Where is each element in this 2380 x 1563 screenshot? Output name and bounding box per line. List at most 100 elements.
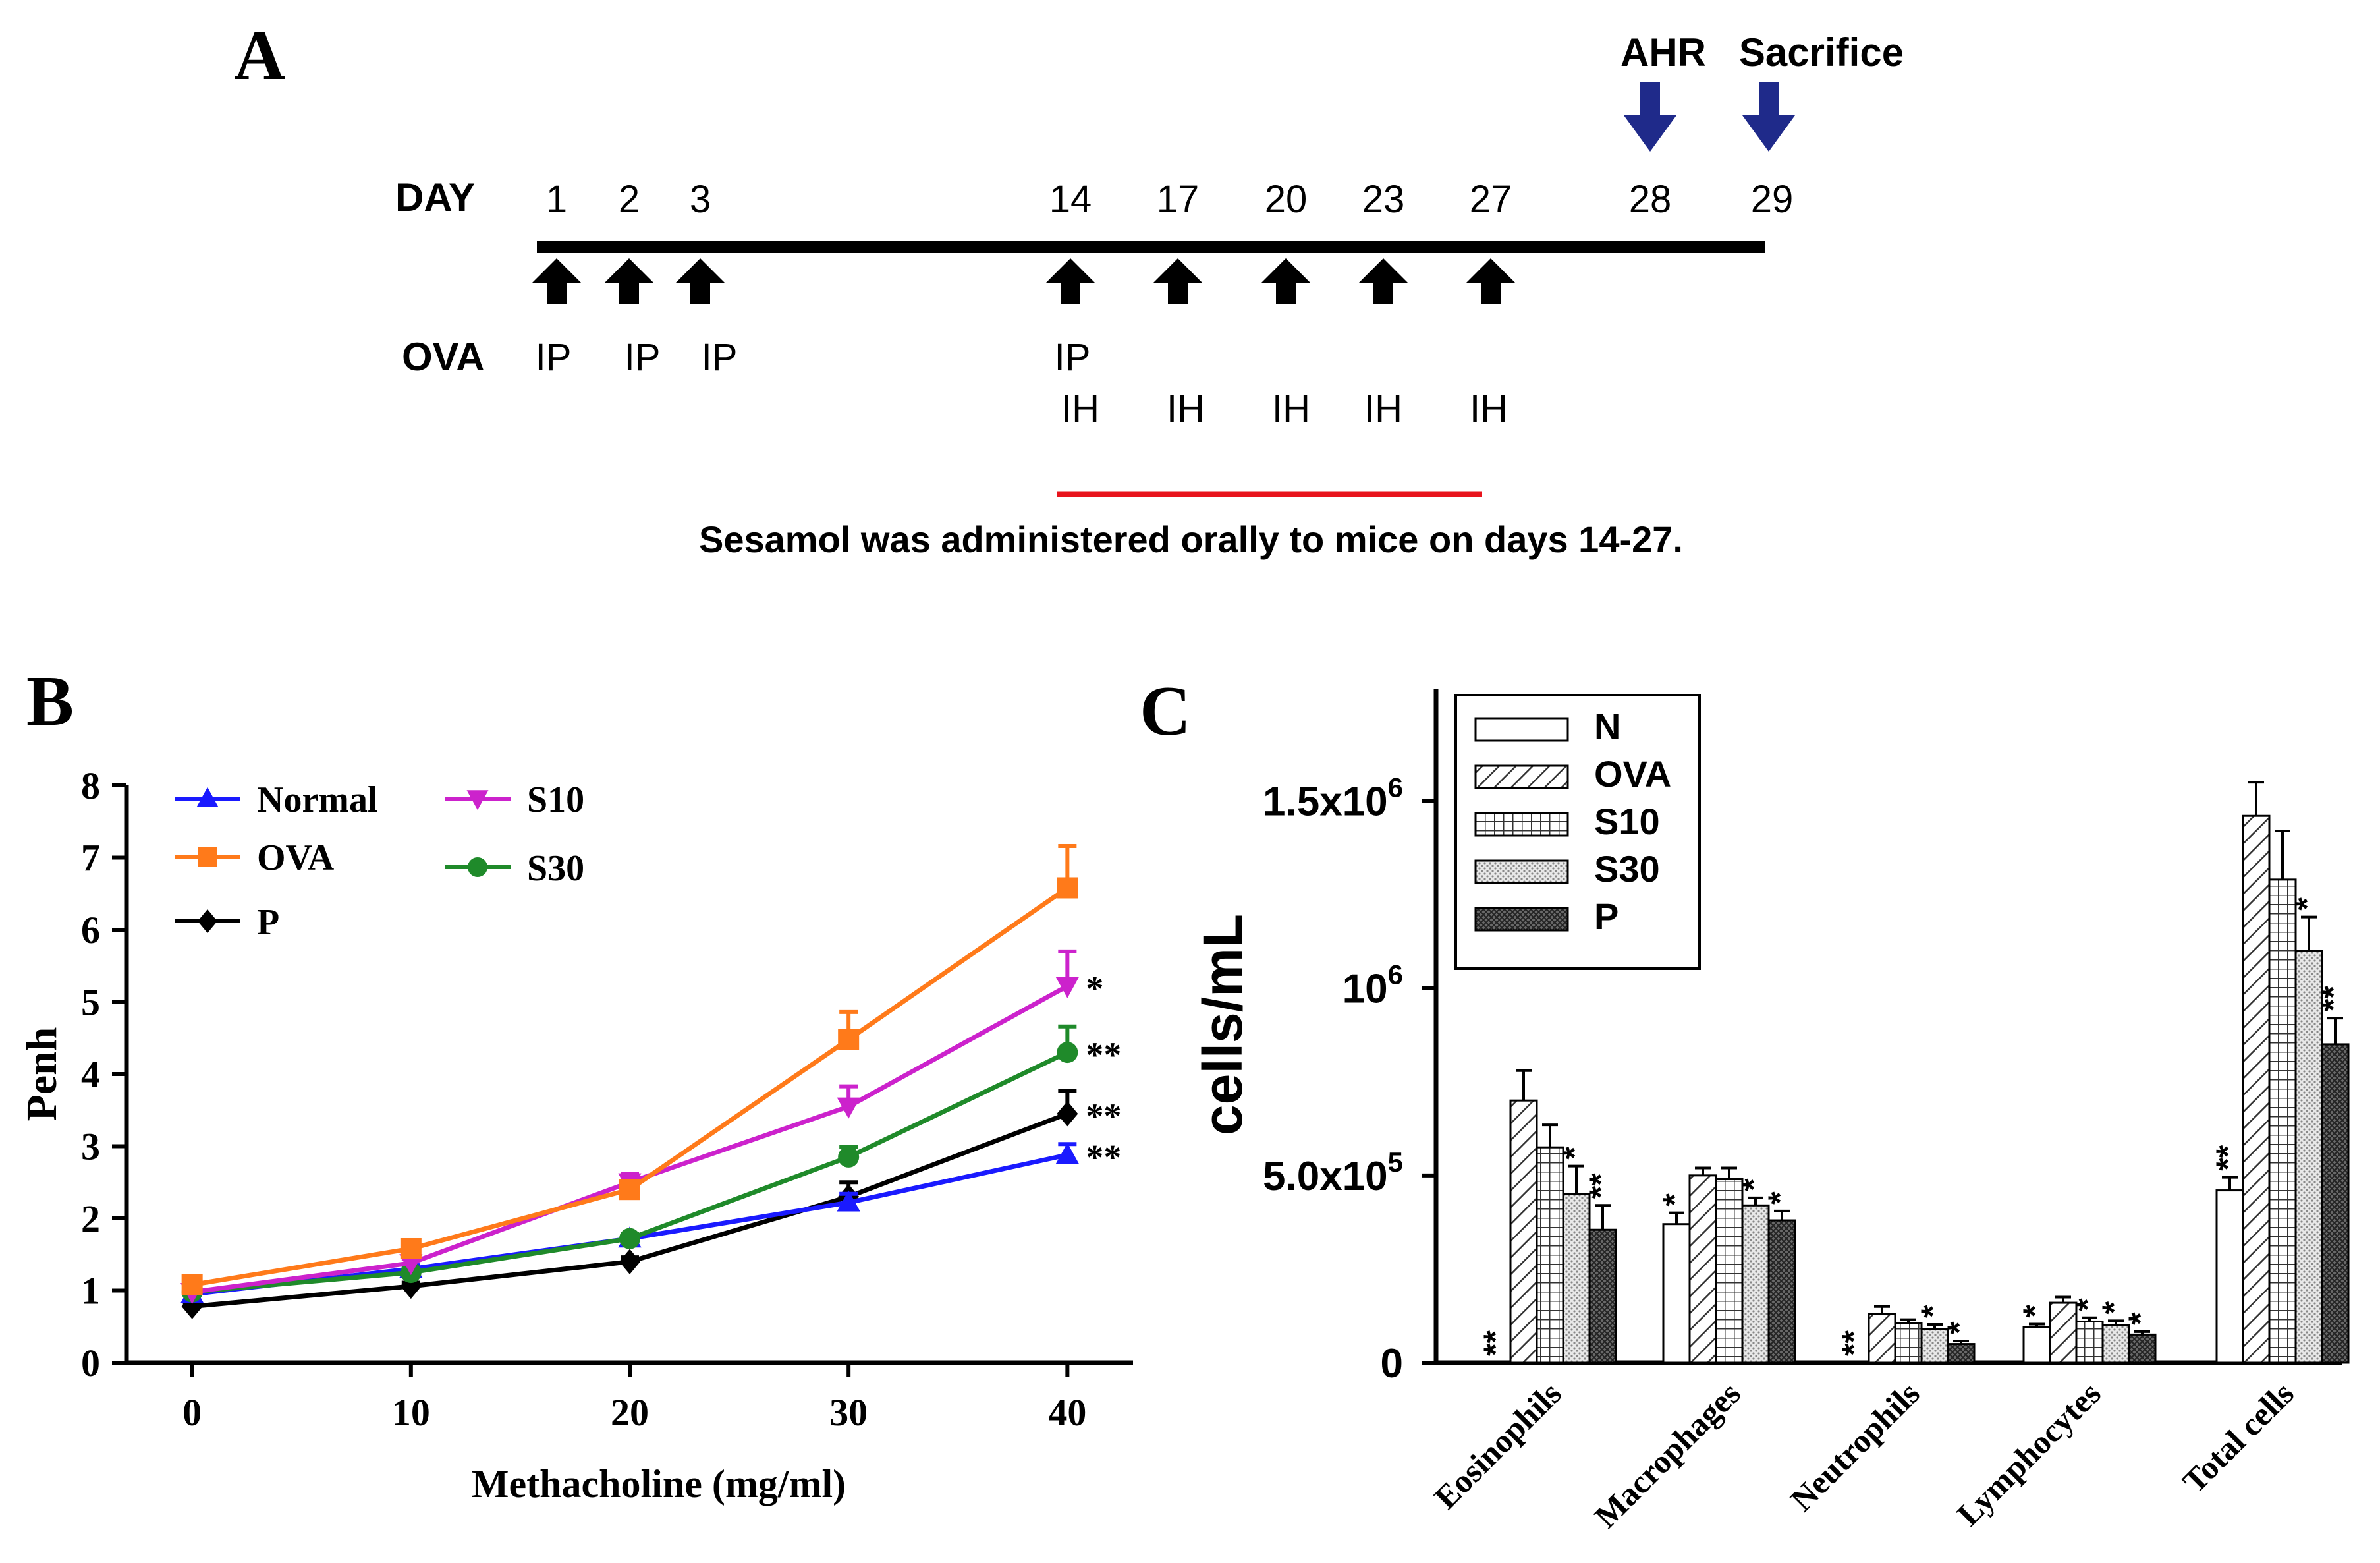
c-legend: N OVA S10 S30 P — [1454, 694, 1701, 970]
day-23: 23 — [1362, 178, 1405, 221]
b-y-tick-label: 1 — [81, 1270, 100, 1313]
c-y-tick-label: 1.5x106 — [1263, 772, 1403, 825]
c-bar-p — [1767, 1219, 1796, 1364]
c-bar-s30 — [2294, 950, 2323, 1364]
b-legend-item-ova: OVA — [175, 838, 335, 878]
c-significance: * — [1941, 1321, 1978, 1334]
sacrifice-label: Sacrifice — [1739, 30, 1904, 74]
b-x-axis-label: Methacholine (mg/ml) — [472, 1462, 846, 1506]
b-point-s10 — [1055, 977, 1079, 998]
injection-arrow-day-23 — [1358, 258, 1408, 304]
c-bar-s10 — [1894, 1322, 1923, 1364]
c-bar-p — [1947, 1343, 1976, 1364]
top-arrows — [1624, 82, 1795, 152]
b-point-s10 — [837, 1097, 860, 1119]
c-legend-label: N — [1594, 706, 1620, 747]
ih-label: IH — [1364, 387, 1402, 430]
b-series: ******* — [180, 843, 1121, 1319]
c-category-label: Lymphocytes — [1950, 1375, 2108, 1533]
ip-label: IP — [702, 336, 738, 379]
c-y-tick-base: 1.5x10 — [1263, 780, 1388, 825]
c-bar-ova — [2049, 1301, 2078, 1364]
b-point-p — [619, 1249, 640, 1274]
c-bar-s30 — [2101, 1324, 2130, 1364]
injection-arrow-day-3 — [675, 258, 725, 304]
sesamol-note: Sesamol was administered orally to mice … — [699, 519, 1683, 560]
ip-labels: IP IP IP IP — [536, 336, 1091, 379]
day-2: 2 — [619, 178, 640, 221]
c-significance: ** — [1477, 1330, 1514, 1356]
c-significance: * — [1656, 1193, 1693, 1207]
b-significance-p: ** — [1086, 1096, 1121, 1136]
b-y-tick-label: 6 — [81, 909, 100, 952]
c-significance: * — [1914, 1305, 1951, 1318]
c-group-neutrophils: **** — [1835, 1305, 1978, 1364]
c-significance: * — [2122, 1312, 2159, 1325]
c-legend-label: P — [1594, 895, 1619, 937]
b-point-s30 — [1057, 1042, 1078, 1064]
c-y-tick-exponent: 6 — [1388, 772, 1403, 803]
b-legend-label: Normal — [257, 780, 378, 820]
ih-label: IH — [1272, 387, 1310, 430]
c-legend-item-p: P — [1474, 895, 1619, 937]
b-point-ova — [400, 1237, 422, 1259]
day-3: 3 — [690, 178, 711, 221]
day-labels: 1 2 3 14 17 20 23 27 28 29 — [546, 178, 1793, 221]
b-x-tick-label: 10 — [392, 1391, 430, 1434]
c-bar-s30 — [1562, 1193, 1591, 1364]
c-significance: * — [2095, 1301, 2132, 1314]
ih-label: IH — [1470, 387, 1508, 430]
b-x-tick-label: 40 — [1048, 1391, 1086, 1434]
c-bar-s30 — [1920, 1328, 1949, 1364]
c-bar-p — [2128, 1333, 2157, 1364]
c-y-tick-exponent: 6 — [1388, 959, 1403, 990]
b-y-tick-label: 2 — [81, 1197, 100, 1240]
c-legend-item-s10: S10 — [1474, 801, 1660, 842]
c-x-ticks: Eosinophils Macrophages Neutrophils Lymphoc… — [1427, 1375, 2301, 1535]
c-legend-label: S30 — [1594, 848, 1660, 890]
b-y-tick-label: 3 — [81, 1125, 100, 1168]
ip-label: IP — [1055, 336, 1091, 379]
day-arrows — [532, 258, 1516, 304]
ahr-label: AHR — [1620, 30, 1706, 74]
c-category-label: Eosinophils — [1427, 1375, 1568, 1516]
day-label: DAY — [395, 175, 475, 219]
c-bar-s30 — [1741, 1204, 1770, 1364]
c-bar-n — [1662, 1223, 1691, 1364]
b-point-s30 — [838, 1146, 860, 1168]
b-x-tick-label: 30 — [829, 1391, 868, 1434]
sacrifice-arrow — [1742, 82, 1795, 152]
ip-label: IP — [536, 336, 572, 379]
c-bar-ova — [1868, 1313, 1896, 1364]
c-legend-label: S10 — [1594, 801, 1660, 842]
b-y-tick-label: 0 — [81, 1342, 100, 1384]
b-x-ticks: 0 10 20 30 40 — [182, 1363, 1086, 1434]
c-legend-label: OVA — [1594, 753, 1671, 795]
b-point-p — [1057, 1101, 1078, 1127]
b-legend-label: S30 — [527, 848, 584, 889]
ip-label: IP — [624, 336, 661, 379]
b-legend-item-p: P — [175, 902, 279, 943]
ova-label: OVA — [402, 335, 485, 379]
b-point-s10 — [399, 1254, 423, 1276]
c-significance: ** — [1582, 1173, 1619, 1199]
b-point-ova — [181, 1274, 203, 1295]
c-y-tick-label: 106 — [1342, 959, 1403, 1012]
c-legend-swatch — [1474, 907, 1569, 932]
c-bar-s10 — [2268, 878, 2297, 1364]
c-y-tick-base: 10 — [1342, 967, 1388, 1012]
c-bar-s10 — [1715, 1178, 1744, 1364]
c-significance: * — [2016, 1304, 2053, 1317]
c-bar-p — [1588, 1228, 1617, 1364]
b-y-axis-label: Penh — [18, 1027, 66, 1121]
b-point-ova — [838, 1029, 860, 1050]
c-legend-swatch — [1474, 764, 1569, 789]
injection-arrow-day-14 — [1045, 258, 1095, 304]
ih-label: IH — [1061, 387, 1099, 430]
c-legend-item-n: N — [1474, 706, 1620, 747]
c-group-lymphocytes: * *** — [2016, 1295, 2159, 1364]
c-significance: * — [1735, 1178, 1772, 1191]
b-y-tick-label: 4 — [81, 1053, 100, 1096]
day-28: 28 — [1629, 178, 1672, 221]
c-y-axis-label: cells/mL — [1192, 914, 1254, 1135]
